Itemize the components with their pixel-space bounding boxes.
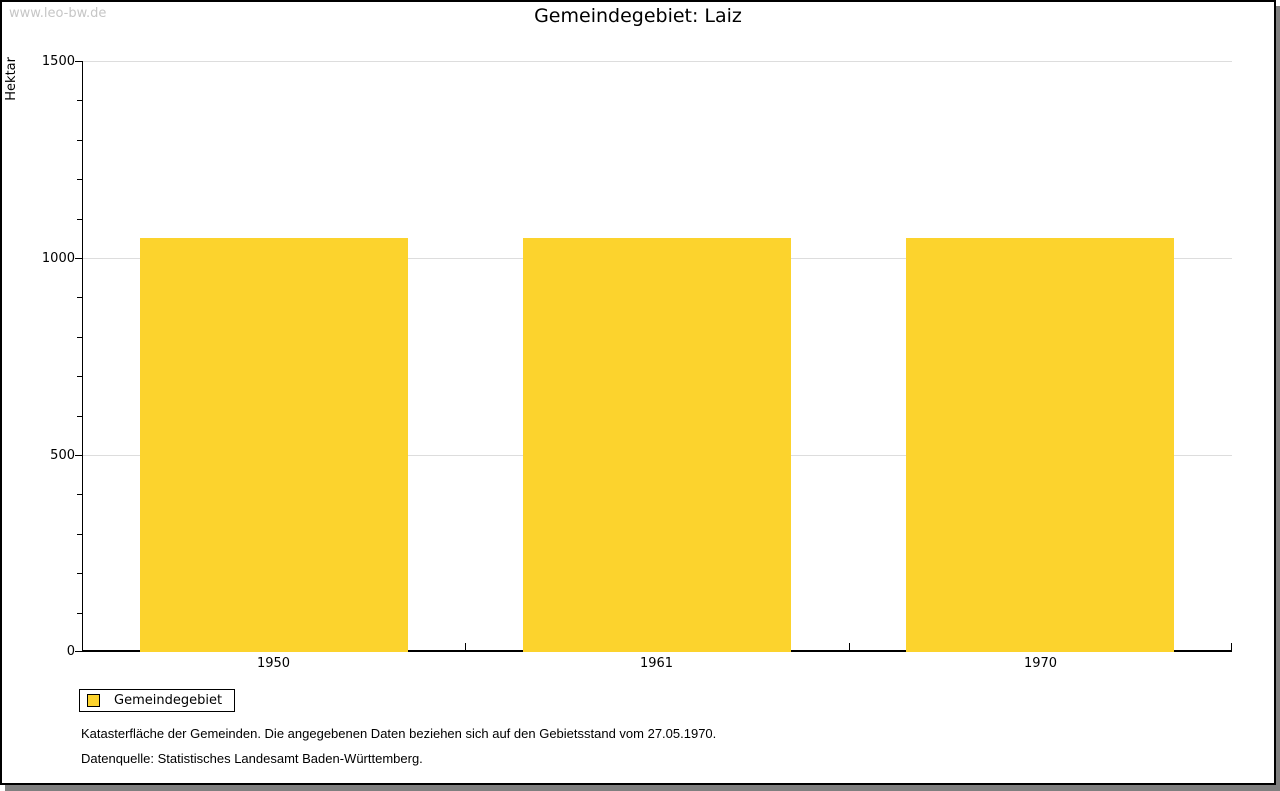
y-tick-major [75,258,82,259]
gridline [83,61,1232,62]
y-tick-major [75,61,82,62]
footer-note-2: Datenquelle: Statistisches Landesamt Bad… [81,751,423,766]
legend-swatch [87,694,100,707]
y-tick-minor [77,100,82,101]
bar-1950 [140,238,408,652]
y-tick-minor [77,140,82,141]
bar-1970 [906,238,1174,652]
watermark: www.leo-bw.de [9,6,107,21]
y-tick-label: 500 [50,448,75,463]
y-tick-minor [77,297,82,298]
chart-title: Gemeindegebiet: Laiz [534,5,742,27]
plot-area: 0 500 1000 1500 1950 1961 1970 [42,54,1232,671]
y-tick-minor [77,416,82,417]
footer-note-1: Katasterfläche der Gemeinden. Die angege… [81,726,717,741]
y-tick-minor [77,179,82,180]
y-tick-label: 1000 [41,251,75,266]
y-tick-minor [77,534,82,535]
y-tick-label: 1500 [41,54,75,69]
x-tick [1231,643,1232,650]
y-tick-minor [77,573,82,574]
legend: Gemeindegebiet [79,689,236,712]
y-tick-minor [77,613,82,614]
y-tick-major [75,651,82,652]
y-axis-label: Hektar [4,57,19,101]
x-tick [465,643,466,650]
x-tick-label: 1950 [256,656,291,671]
legend-label: Gemeindegebiet [114,693,223,708]
x-tick-label: 1961 [639,656,674,671]
y-tick-label: 0 [66,644,75,659]
y-tick-minor [77,219,82,220]
y-tick-minor [77,376,82,377]
y-tick-major [75,455,82,456]
y-tick-minor [77,337,82,338]
y-axis-line [82,61,83,652]
bar-1961 [523,238,791,652]
x-tick-label: 1970 [1023,656,1058,671]
x-tick [849,643,850,650]
y-tick-minor [77,494,82,495]
